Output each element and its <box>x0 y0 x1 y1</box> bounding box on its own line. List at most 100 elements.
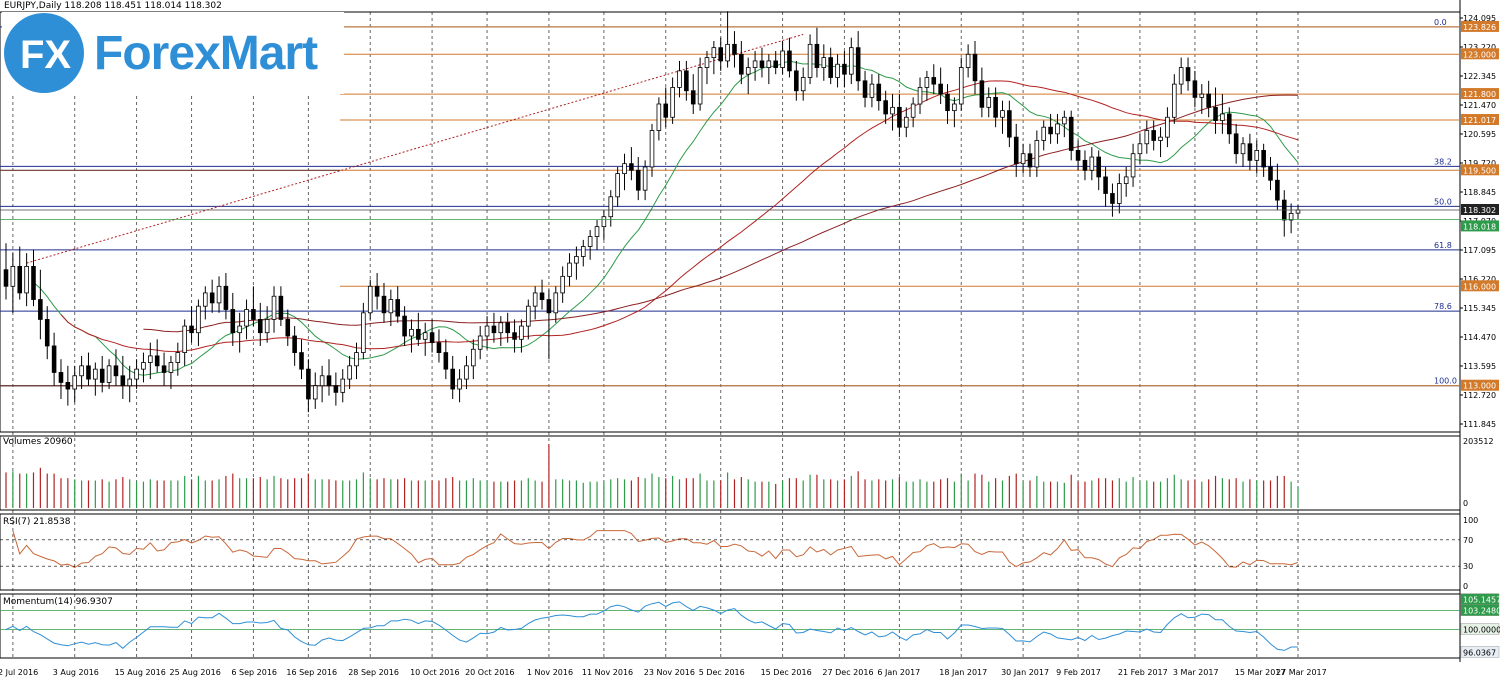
candle-body <box>1288 212 1294 221</box>
candle-body <box>532 292 538 307</box>
candle-body <box>498 322 504 334</box>
candle-body <box>732 43 737 55</box>
forexmart-logo: FX ForexMart <box>2 12 344 94</box>
candle-body <box>615 173 620 198</box>
candle-body <box>182 325 187 353</box>
candle-body <box>189 325 194 334</box>
candle-body <box>1007 110 1012 138</box>
candle-body <box>1089 156 1095 171</box>
candle-body <box>457 378 462 390</box>
candle-body <box>422 332 428 340</box>
candle-body <box>979 80 985 108</box>
candle-body <box>436 342 442 353</box>
candle-body <box>278 295 284 320</box>
candle-body <box>890 106 895 115</box>
candle-body <box>1082 159 1088 171</box>
candle-body <box>127 378 132 387</box>
candle-body <box>223 285 229 310</box>
price-tick-label: 115.345 <box>1463 304 1496 313</box>
candle-body <box>739 53 744 75</box>
candle-body <box>608 196 614 218</box>
candle-body <box>203 292 208 307</box>
candle-body <box>945 93 950 112</box>
candle-body <box>869 83 875 98</box>
date-tick-label: 18 Jan 2017 <box>939 668 987 677</box>
candle-body <box>1240 143 1246 155</box>
candle-body <box>800 77 806 92</box>
candle-body <box>471 348 476 367</box>
candle-body <box>1165 116 1170 138</box>
candle-body <box>1144 130 1150 145</box>
level-price-box <box>1461 20 1499 32</box>
rsi-tick-label: 30 <box>1463 562 1473 571</box>
candle-body <box>464 365 469 380</box>
candle-body <box>1103 176 1108 194</box>
candle-body <box>587 236 593 247</box>
candle-body <box>257 319 263 334</box>
fib-level-label: 61.8 <box>1434 241 1452 250</box>
candle-body <box>1000 110 1005 118</box>
candle-body <box>1020 153 1026 165</box>
date-tick-label: 28 Sep 2016 <box>348 668 399 677</box>
candle-body <box>1268 166 1273 181</box>
date-tick-label: 20 Oct 2016 <box>465 668 514 677</box>
candle-body <box>622 163 627 175</box>
candle-body <box>319 375 325 387</box>
candle-body <box>326 375 332 387</box>
candle-body <box>594 226 600 237</box>
level-price-box <box>1461 88 1499 100</box>
date-tick-label: 27 Mar 2017 <box>1276 668 1327 677</box>
candle-body <box>251 309 256 320</box>
candle-body <box>402 315 407 337</box>
price-tick-label: 112.720 <box>1463 391 1496 400</box>
candle-body <box>388 299 394 314</box>
candle-body <box>986 96 992 108</box>
candle-body <box>409 328 414 337</box>
date-tick-label: 6 Sep 2016 <box>231 668 277 677</box>
candle-body <box>31 266 36 300</box>
date-tick-label: 1 Nov 2016 <box>527 668 573 677</box>
level-price-label: 121.017 <box>1463 116 1496 125</box>
candle-body <box>154 355 160 367</box>
price-tick-label: 111.845 <box>1463 420 1496 429</box>
rsi-tick-label: 0 <box>1463 582 1468 591</box>
candle-body <box>642 166 648 191</box>
candle-body <box>965 53 971 68</box>
candle-body <box>1137 143 1143 155</box>
candle-body <box>347 365 352 380</box>
price-tick-label: 121.470 <box>1463 101 1496 110</box>
candle-body <box>794 70 799 92</box>
candle-body <box>1048 126 1053 135</box>
candle-body <box>1254 150 1260 161</box>
date-tick-label: 11 Nov 2016 <box>582 668 633 677</box>
ma-long-line <box>143 94 1299 333</box>
candle-body <box>450 368 455 390</box>
candle-body <box>1027 153 1033 168</box>
candle-body <box>196 305 201 334</box>
candle-body <box>99 368 105 383</box>
candle-body <box>1213 106 1218 121</box>
candle-body <box>635 169 641 191</box>
candle-body <box>93 368 98 380</box>
volume-tick-label: 0 <box>1463 499 1468 508</box>
candle-body <box>1295 209 1301 214</box>
momentum-tick-box <box>1460 646 1500 658</box>
candle-body <box>849 47 854 75</box>
date-tick-label: 30 Jan 2017 <box>1001 668 1049 677</box>
candle-body <box>601 216 607 228</box>
candle-body <box>381 295 387 314</box>
candle-body <box>883 100 888 115</box>
candle-body <box>113 365 119 377</box>
candle-body <box>58 372 64 383</box>
date-tick-label: 3 Aug 2016 <box>53 668 99 677</box>
candle-body <box>711 47 717 59</box>
candle-body <box>1096 156 1101 178</box>
momentum-label: Momentum(14) 96.9307 <box>3 597 113 607</box>
date-tick-label: 10 Oct 2016 <box>410 668 459 677</box>
candle-body <box>718 47 724 62</box>
candle-body <box>38 299 43 320</box>
level-price-box <box>1461 114 1499 126</box>
candle-body <box>299 352 304 370</box>
candle-body <box>952 103 957 112</box>
